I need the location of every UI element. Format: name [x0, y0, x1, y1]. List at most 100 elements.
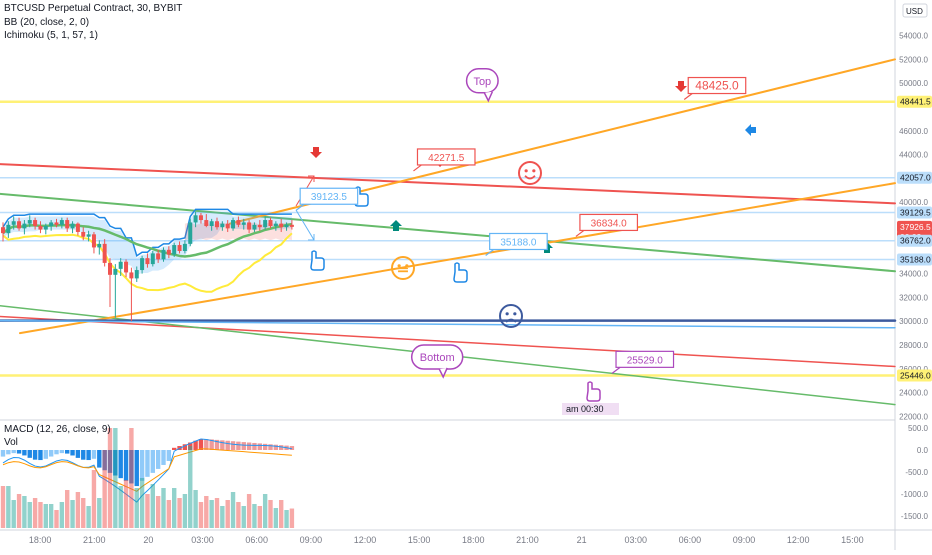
volume-bar [284, 510, 289, 528]
timestamp-tag [562, 403, 619, 415]
time-tick-label: 09:00 [300, 535, 323, 545]
time-tick-label: 09:00 [733, 535, 756, 545]
macd-histogram-bar [6, 450, 11, 455]
currency-box [902, 3, 928, 18]
candle-body [150, 253, 155, 265]
candle-body [124, 261, 129, 273]
macd-histogram-bar [155, 450, 161, 469]
macd-histogram-bar [150, 450, 155, 473]
macd-indicator-label[interactable]: MACD (12, 26, close, 9) [4, 424, 111, 435]
macd-histogram-bar [209, 439, 214, 450]
volume-bar [150, 484, 155, 528]
volume-bar [262, 494, 268, 528]
face-eye [397, 264, 401, 268]
macd-histogram-bar [225, 440, 230, 450]
macd-tick-label: 500.0 [908, 424, 929, 433]
candles [1, 211, 294, 322]
candle-body [49, 222, 54, 227]
candle-body [231, 220, 236, 229]
bb-indicator-label[interactable]: BB (20, close, 2, 0) [4, 17, 90, 28]
callout-bubble [410, 344, 464, 370]
volume-bar [139, 478, 145, 528]
price-axis: 54000.0 52000.0 50000.0 46000.0 44000.0 40000… [897, 3, 932, 521]
candle-body [225, 223, 230, 229]
currency-label: USD [906, 7, 923, 16]
price-tick-label: 24000.0 [899, 389, 928, 398]
price-tick-label: 44000.0 [899, 151, 928, 160]
callout-bubble [465, 68, 499, 94]
volume-bar [273, 508, 279, 528]
ichimoku-span-line [2, 208, 292, 257]
volume-bar [38, 502, 43, 528]
candle-body [220, 223, 225, 228]
price-callout-box [687, 76, 747, 95]
price-callout-pointer [295, 203, 305, 211]
price-tag [897, 253, 932, 266]
time-tick-label: 15:00 [841, 535, 864, 545]
price-tag [897, 206, 932, 219]
volume-bar [166, 500, 172, 528]
price-tag-label: 48441.5 [900, 97, 931, 107]
candle-body [59, 220, 64, 225]
candle-body [215, 221, 219, 228]
macd-histogram-bar [172, 447, 177, 450]
ichimoku-cloud-fill [3, 211, 292, 275]
candle-body [22, 223, 27, 229]
price-tag [897, 95, 932, 108]
drawings: Top Bottom 48425.0 42271.5 39123.5 36834.0 351… [295, 68, 756, 415]
candle-body [241, 222, 246, 225]
price-callout-box [416, 148, 476, 166]
candle-body [172, 245, 177, 255]
volume-indicator-label[interactable]: Vol [4, 437, 18, 448]
macd-histogram-bar [134, 450, 139, 487]
volume-bar [236, 502, 241, 528]
price-callout-pointer [683, 93, 693, 101]
candle-body [204, 220, 209, 227]
candle-body [86, 234, 91, 237]
volume-bar [134, 488, 139, 528]
candle-body [236, 220, 241, 225]
price-tick-label: 30000.0 [899, 317, 928, 326]
candle-body [65, 220, 70, 229]
price-tag-label: 25446.0 [900, 370, 931, 380]
macd-histogram-bar [262, 443, 268, 450]
price-callout-pointer [611, 366, 621, 374]
face-eye [405, 264, 409, 268]
callout-tail [438, 367, 448, 379]
hand-pointer-icon [310, 250, 325, 271]
hand-pointer-icon [453, 262, 468, 283]
callout-label: Bottom [420, 352, 455, 364]
macd-histogram-bar [252, 442, 257, 450]
volume-bar [198, 502, 204, 528]
price-callout-box [579, 213, 639, 232]
candle-body [33, 220, 38, 227]
face-mouth [524, 175, 536, 180]
volume-bar [129, 428, 134, 528]
price-tick-label: 54000.0 [899, 32, 928, 41]
macd-tick-label: 0.0 [917, 446, 929, 455]
volume-bar [204, 496, 209, 528]
price-tag-label: 36762.0 [900, 236, 931, 246]
projection-line [295, 209, 315, 241]
ichimoku-indicator-label[interactable]: Ichimoku (5, 1, 57, 1) [4, 30, 98, 41]
candle-body [279, 223, 284, 228]
arrow-left-icon [745, 124, 756, 136]
time-tick-label: 06:00 [679, 535, 702, 545]
candle-body [247, 222, 252, 230]
macd-histogram-bar [246, 442, 252, 450]
macd-histogram-bar [236, 441, 241, 450]
volume-bar [6, 486, 11, 528]
volume-bar [97, 498, 102, 528]
candle-body [129, 272, 134, 279]
volume-bar [22, 496, 27, 528]
macd-histogram-bar [220, 440, 225, 450]
volume-bar [241, 506, 246, 528]
candle-body [6, 224, 11, 234]
time-tick-label: 21:00 [83, 535, 106, 545]
volume-bar [32, 498, 38, 528]
time-tick-label: 21:00 [516, 535, 539, 545]
candle-body [289, 224, 294, 227]
time-tick-label: 18:00 [462, 535, 485, 545]
